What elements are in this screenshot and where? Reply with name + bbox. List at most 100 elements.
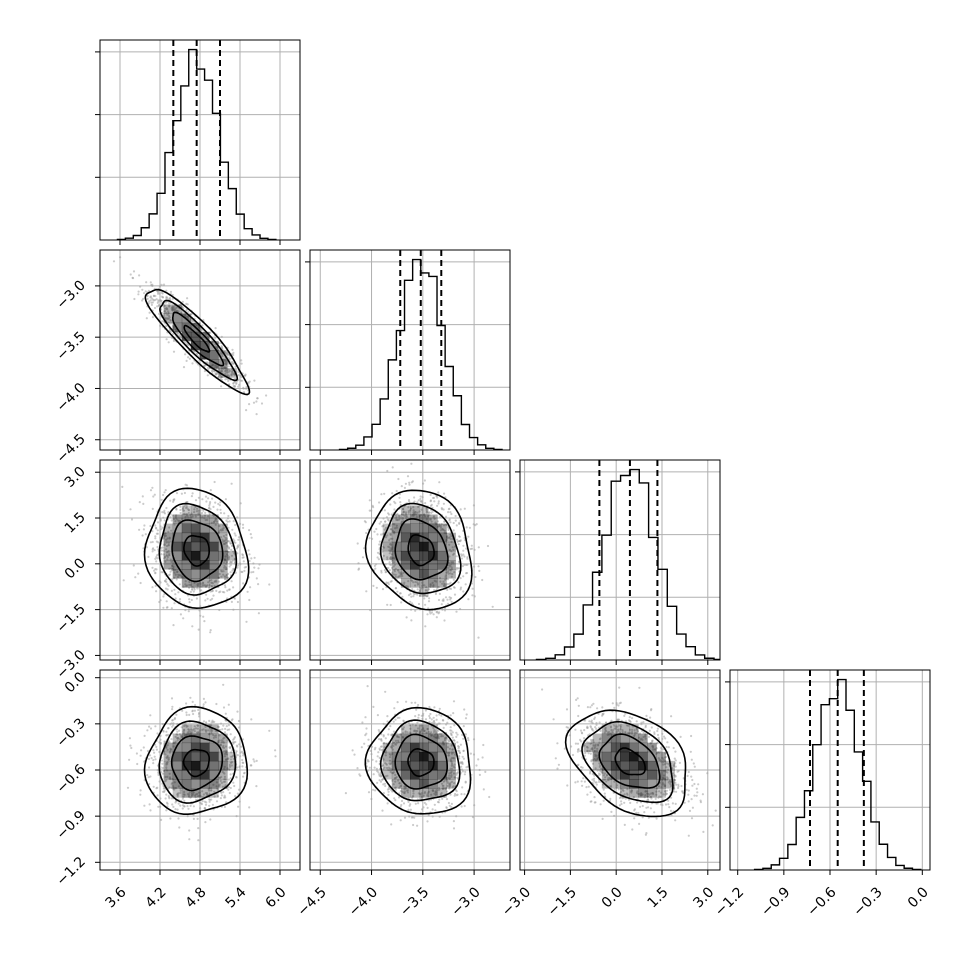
scatter-point [190,312,193,315]
scatter-point [195,597,198,600]
scatter-point [424,709,427,712]
scatter-point [240,362,243,365]
scatter-point [173,602,176,605]
scatter-point [223,796,226,799]
scatter-point [650,741,654,744]
scatter-point [229,765,232,768]
scatter-point [595,727,598,731]
scatter-point [151,301,154,304]
scatter-point [442,784,445,788]
scatter-point [182,366,186,369]
panel-3-0: −1.2−0.9−0.6−0.30.03.6 4.2 4.8 5.4 6.0 [53,669,301,911]
scatter-point [671,772,675,775]
scatter-point [222,573,225,576]
scatter-point [451,767,454,770]
scatter-point [166,763,169,766]
scatter-point [585,745,589,749]
scatter-point [676,770,679,773]
density-cell [419,578,429,588]
scatter-point [413,496,416,499]
scatter-point [448,596,451,599]
scatter-point [382,546,386,549]
scatter-point [394,575,397,578]
scatter-point [449,569,452,572]
density-cell [647,779,657,789]
scatter-point [677,786,680,790]
density-cell [172,313,183,324]
scatter-point [587,734,590,737]
scatter-point [156,301,159,304]
scatter-point [151,486,154,489]
scatter-point [196,352,199,355]
scatter-point [174,593,177,596]
scatter-point [394,587,398,590]
scatter-point [143,734,146,738]
scatter-point [438,788,441,791]
scatter-point [385,742,388,745]
density-cell [400,505,411,515]
scatter-point [410,514,413,517]
scatter-point [227,374,230,377]
scatter-point [165,779,168,782]
scatter-point [577,714,580,718]
scatter-point [442,502,445,505]
scatter-point [165,766,168,769]
density-cell [163,550,174,561]
scatter-point [155,745,158,749]
scatter-point [596,747,599,750]
scatter-point [227,356,230,359]
scatter-point [196,507,199,510]
scatter-point [204,803,208,806]
density-cell [610,733,621,744]
scatter-point [215,702,218,706]
scatter-point [444,574,447,577]
scatter-point [206,792,209,795]
scatter-point [233,380,236,383]
scatter-point [163,312,166,315]
scatter-point [574,742,578,745]
scatter-point [460,553,463,556]
scatter-point [169,558,172,561]
scatter-point [241,758,244,762]
scatter-point [178,583,181,586]
scatter-point [174,735,177,738]
scatter-point [451,748,454,751]
scatter-point [384,754,387,757]
scatter-point [130,518,134,521]
scatter-point [378,756,381,760]
scatter-point [255,785,258,788]
scatter-point [448,518,451,521]
scatter-point [385,762,388,766]
scatter-point [412,790,415,793]
scatter-point [176,722,179,726]
scatter-point [184,353,187,356]
scatter-point [474,575,477,579]
scatter-point [432,516,435,519]
scatter-point [594,755,597,758]
scatter-point [399,501,402,504]
scatter-point [613,706,616,709]
scatter-point [378,543,381,546]
density-cell [209,523,219,534]
scatter-point [383,492,386,495]
scatter-point [608,731,611,734]
scatter-point [469,752,472,755]
scatter-point [388,756,392,759]
scatter-point [171,306,174,309]
scatter-point [175,309,178,312]
scatter-point [393,523,396,526]
scatter-point [588,749,591,753]
scatter-point [604,776,607,779]
xtick-label-1-3: −3.0 [448,884,483,919]
density-cell [638,770,648,780]
scatter-point [454,514,457,518]
scatter-point [164,560,167,563]
density-cell [200,788,210,798]
scatter-point [249,586,252,589]
density-cell [227,751,237,762]
scatter-point [602,774,605,777]
scatter-point [252,570,255,574]
density-cell [410,532,420,543]
scatter-point [185,359,188,362]
scatter-point [225,360,228,363]
